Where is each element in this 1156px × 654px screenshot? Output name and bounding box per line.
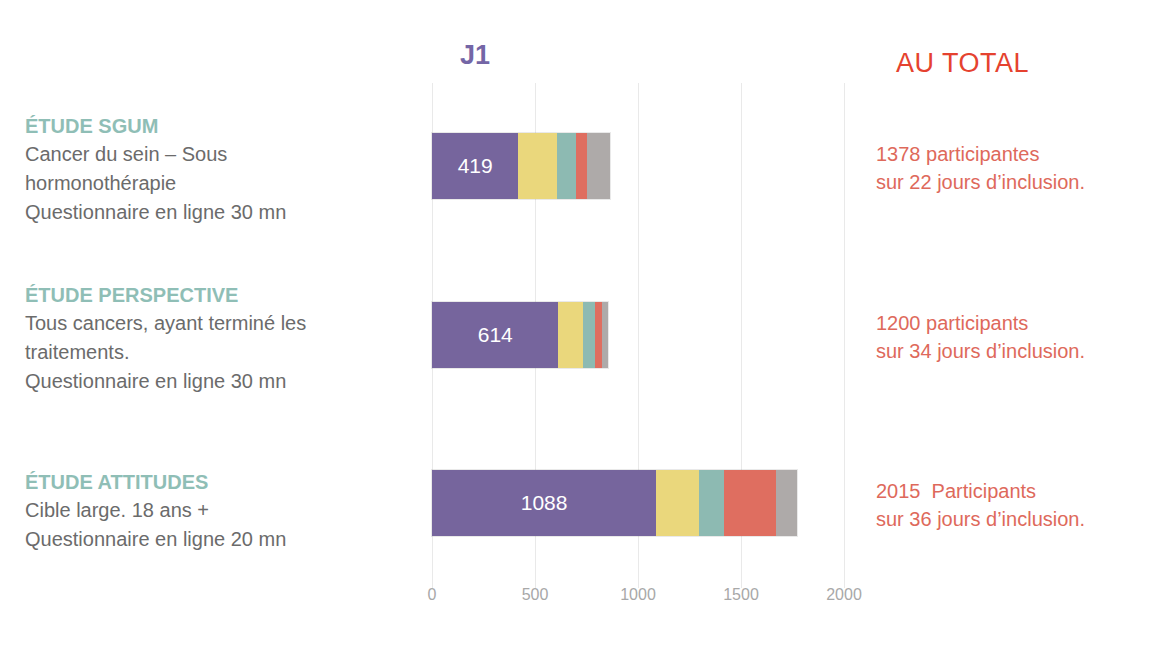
- bar-value-label: 1088: [432, 470, 656, 536]
- study-description: Cible large. 18 ans + Questionnaire en l…: [25, 496, 425, 554]
- study-label-attitudes: ÉTUDE ATTITUDES Cible large. 18 ans + Qu…: [25, 468, 425, 554]
- bar-segment-jaune: [518, 133, 557, 199]
- bar-chart: 05001000150020004196141088: [432, 83, 872, 643]
- study-name: ÉTUDE ATTITUDES: [25, 468, 425, 496]
- bar-segment-turquoise: [583, 302, 594, 368]
- bar-segment-rouge: [576, 133, 587, 199]
- study-description: Cancer du sein – Sous hormonothérapie Qu…: [25, 140, 425, 227]
- total-text-sgum: 1378 participantes sur 22 jours d’inclus…: [876, 140, 1146, 196]
- x-axis-tick-label: 2000: [809, 586, 879, 604]
- bar-value-label: 419: [432, 133, 518, 199]
- bar-segment-rouge: [595, 302, 602, 368]
- x-axis-tick-label: 1000: [603, 586, 673, 604]
- x-axis-tick-label: 0: [397, 586, 467, 604]
- stacked-bar: 614: [432, 302, 608, 368]
- bar-segment-turquoise: [699, 470, 724, 536]
- bar-segment-gris: [776, 470, 798, 536]
- bar-segment-turquoise: [557, 133, 576, 199]
- bar-segment-violet: 419: [432, 133, 518, 199]
- study-name: ÉTUDE PERSPECTIVE: [25, 281, 425, 309]
- study-name: ÉTUDE SGUM: [25, 112, 425, 140]
- stacked-bar: 1088: [432, 470, 797, 536]
- total-text-perspective: 1200 participants sur 34 jours d’inclusi…: [876, 309, 1146, 365]
- x-axis-tick-label: 1500: [706, 586, 776, 604]
- study-label-perspective: ÉTUDE PERSPECTIVE Tous cancers, ayant te…: [25, 281, 425, 396]
- bar-segment-violet: 1088: [432, 470, 656, 536]
- bar-segment-rouge: [724, 470, 776, 536]
- slide-canvas: J1 AU TOTAL 0 500 1000 1500 2000 419 614 1088 É…: [0, 0, 1156, 654]
- bar-segment-gris: [587, 133, 610, 199]
- study-label-sgum: ÉTUDE SGUM Cancer du sein – Sous hormono…: [25, 112, 425, 227]
- bar-segment-violet: 614: [432, 302, 558, 368]
- study-description: Tous cancers, ayant terminé les traiteme…: [25, 309, 425, 396]
- bar-segment-jaune: [558, 302, 583, 368]
- total-text-attitudes: 2015 Participants sur 36 jours d’inclusi…: [876, 477, 1146, 533]
- stacked-bar: 419: [432, 133, 610, 199]
- x-axis-tick-label: 500: [500, 586, 570, 604]
- total-column-title: AU TOTAL: [896, 48, 1136, 79]
- chart-title: J1: [420, 40, 530, 71]
- bar-segment-jaune: [656, 470, 699, 536]
- gridline: [844, 83, 845, 588]
- bar-value-label: 614: [432, 302, 558, 368]
- bar-segment-gris: [602, 302, 608, 368]
